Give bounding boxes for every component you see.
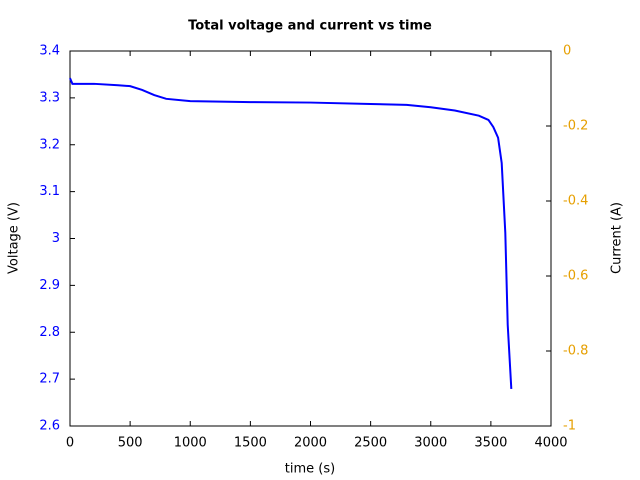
y-tick-label: 3.1 bbox=[39, 184, 60, 199]
x-tick-label: 2000 bbox=[294, 436, 327, 451]
y-tick-label: 3 bbox=[52, 231, 60, 246]
x-tick-label: 0 bbox=[66, 436, 74, 451]
chart-title: Total voltage and current vs time bbox=[188, 19, 432, 34]
y2-tick-label: -0.8 bbox=[563, 344, 588, 359]
x-tick-label: 3500 bbox=[474, 436, 507, 451]
y-tick-label: 3.3 bbox=[39, 90, 60, 105]
y-tick-label: 2.8 bbox=[39, 325, 60, 340]
y2-tick-label: 0 bbox=[563, 44, 571, 59]
y-axis-label: Voltage (V) bbox=[7, 202, 22, 274]
y-tick-label: 2.7 bbox=[39, 372, 60, 387]
y-tick-label: 3.4 bbox=[39, 44, 60, 59]
y2-tick-label: -0.4 bbox=[563, 194, 588, 209]
x-axis-label: time (s) bbox=[285, 462, 335, 477]
x-tick-label: 500 bbox=[118, 436, 143, 451]
y-tick-label: 2.6 bbox=[39, 419, 60, 434]
y-tick-label: 3.2 bbox=[39, 137, 60, 152]
x-tick-label: 4000 bbox=[534, 436, 567, 451]
voltage-line bbox=[69, 77, 513, 390]
y2-tick-label: -0.6 bbox=[563, 269, 588, 284]
plot-frame bbox=[69, 50, 552, 427]
x-tick-label: 3000 bbox=[414, 436, 447, 451]
y2-axis-label: Current (A) bbox=[610, 202, 625, 274]
x-tick-label: 1500 bbox=[234, 436, 267, 451]
y2-tick-label: -0.2 bbox=[563, 119, 588, 134]
x-tick-label: 2500 bbox=[354, 436, 387, 451]
y-tick-label: 2.9 bbox=[39, 278, 60, 293]
y2-tick-label: -1 bbox=[563, 419, 576, 434]
x-tick-label: 1000 bbox=[174, 436, 207, 451]
